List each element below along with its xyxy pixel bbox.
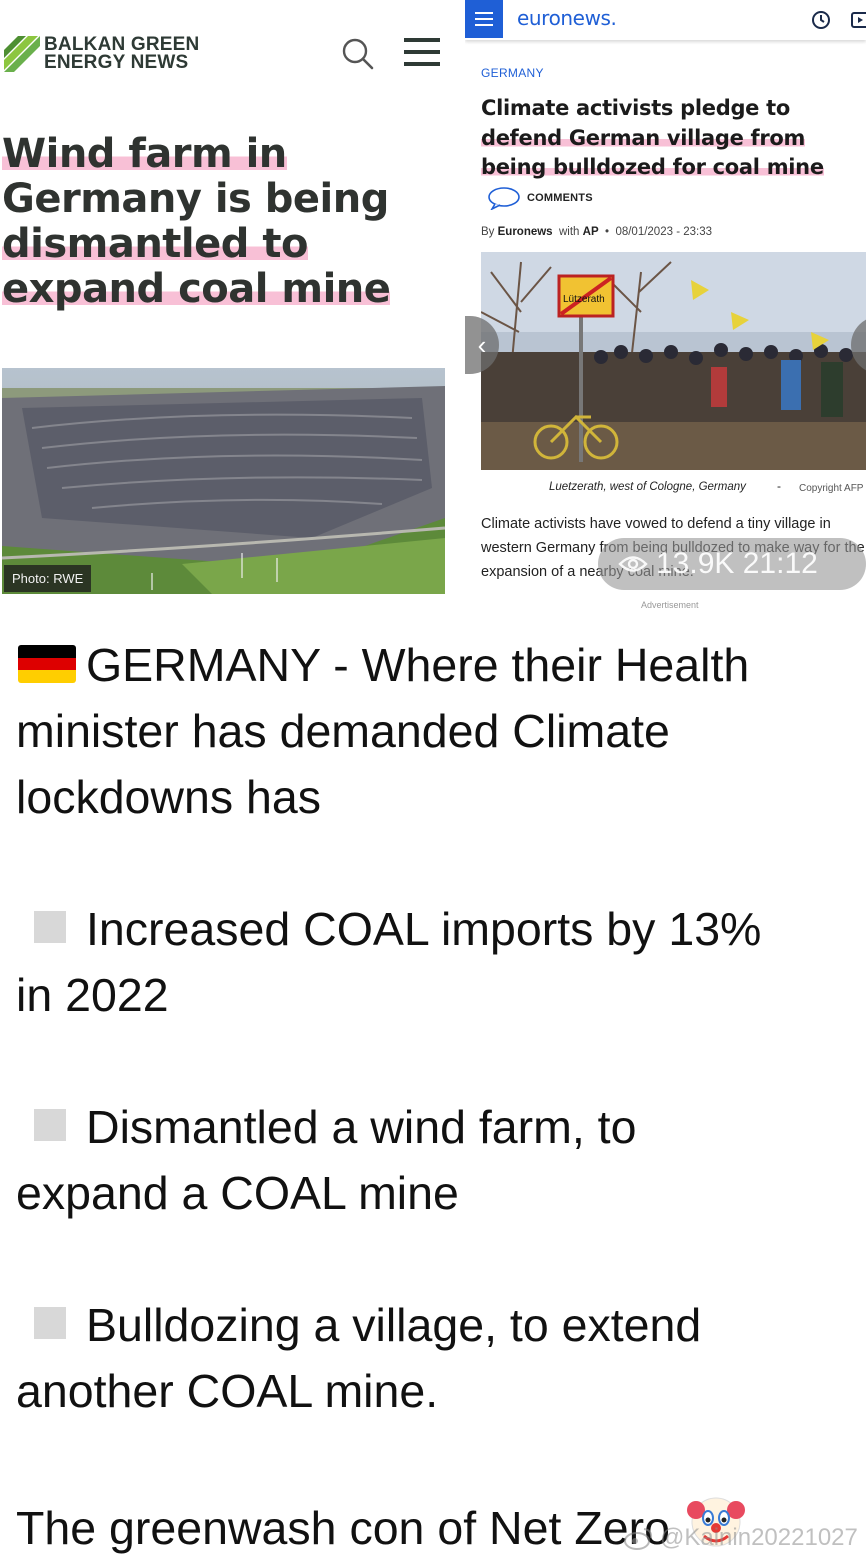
search-icon[interactable] [340,36,374,70]
post-intro-line-3: lockdowns has [16,771,321,823]
protest-photo[interactable]: Lützerath [481,252,866,470]
video-views-overlay: 13.9K 21:12 [598,538,866,590]
bullet-2-line-2: expand a COAL mine [16,1167,459,1219]
protest-image: Lützerath [481,252,866,470]
village-sign-text: Lützerath [563,294,605,305]
bullet-3-line-2: another COAL mine. [16,1365,439,1417]
headline-line-2: Germany is being [2,176,389,222]
post-intro-line-1: GERMANY - Where their Health [16,632,856,698]
caption-separator: - [777,479,781,493]
euronews-article-screenshot: euronews. GERMANY Climate activists pled… [465,0,866,612]
clock-icon[interactable] [811,10,831,30]
byline-agency: AP [582,226,599,238]
coal-mine-aerial-image [2,368,445,594]
euronews-topbar: euronews. [465,0,866,40]
post-body: GERMANY - Where their Health minister ha… [16,632,856,1558]
clown-face-icon [686,1497,745,1547]
photo-copyright: Copyright AFP [799,483,864,494]
eye-icon [618,556,648,572]
bgen-logo-line1: BALKAN GREEN [44,34,200,55]
bgen-logo-line2: ENERGY NEWS [44,52,189,73]
play-icon[interactable] [851,11,866,29]
byline-author[interactable]: Euronews [497,226,553,238]
eu-headline-line-1: Climate activists pledge to [481,96,791,120]
headline-line-3: dismantled to [2,221,308,267]
bgen-logo[interactable]: BALKAN GREEN ENERGY NEWS [4,34,200,73]
eu-headline-line-2: defend German village from [481,125,806,150]
german-flag-icon [18,645,76,683]
bullet-3-line-1: Bulldozing a village, to extend [16,1292,856,1358]
weibo-icon [624,1528,653,1550]
bullet-square-icon [34,1109,66,1141]
comments-link[interactable]: COMMENTS [487,186,593,210]
hamburger-menu-icon[interactable] [404,38,440,66]
hamburger-menu-icon[interactable] [465,0,503,38]
chevron-left-icon: ‹ [477,329,487,360]
euronews-logo[interactable]: euronews. [517,6,617,30]
bullet-1-line-1: Increased COAL imports by 13% [16,896,856,962]
photo-caption: Luetzerath, west of Cologne, Germany [549,481,746,493]
post-closing: The greenwash con of Net Zero [16,1490,856,1558]
watermark-handle: @Kainin20221027 [660,1524,858,1551]
photo-credit: Photo: RWE [4,565,92,592]
bgen-article-screenshot: BALKAN GREEN ENERGY NEWS Wind farm in Ge… [0,0,452,600]
views-and-time: 13.9K 21:12 [656,547,818,580]
bullet-square-icon [34,1307,66,1339]
post-intro-line-2: minister has demanded Climate [16,705,670,757]
euronews-headline[interactable]: Climate activists pledge to defend Germa… [481,94,861,183]
headline-line-4: expand coal mine [2,266,391,312]
comments-label: COMMENTS [527,192,593,204]
byline: By Euronews with AP • 08/01/2023 - 23:33 [481,226,712,238]
bullet-square-icon [34,911,66,943]
coal-mine-aerial-photo: Photo: RWE [2,368,445,594]
comment-bubble-icon [488,187,520,210]
headline-line-1: Wind farm in [2,131,287,177]
carousel-next-button[interactable] [851,316,866,374]
bullet-1-line-2: in 2022 [16,969,169,1021]
bgen-logo-mark-icon [4,36,40,72]
section-label[interactable]: GERMANY [481,66,544,80]
bullet-2-line-1: Dismantled a wind farm, to [16,1094,856,1160]
bgen-headline[interactable]: Wind farm in Germany is being dismantled… [2,131,442,312]
byline-date: 08/01/2023 - 23:33 [615,226,712,238]
advertisement-label: Advertisement [641,600,699,610]
weibo-watermark: @Kainin20221027 [624,1524,858,1552]
eu-headline-line-3: being bulldozed for coal mine [481,155,824,179]
